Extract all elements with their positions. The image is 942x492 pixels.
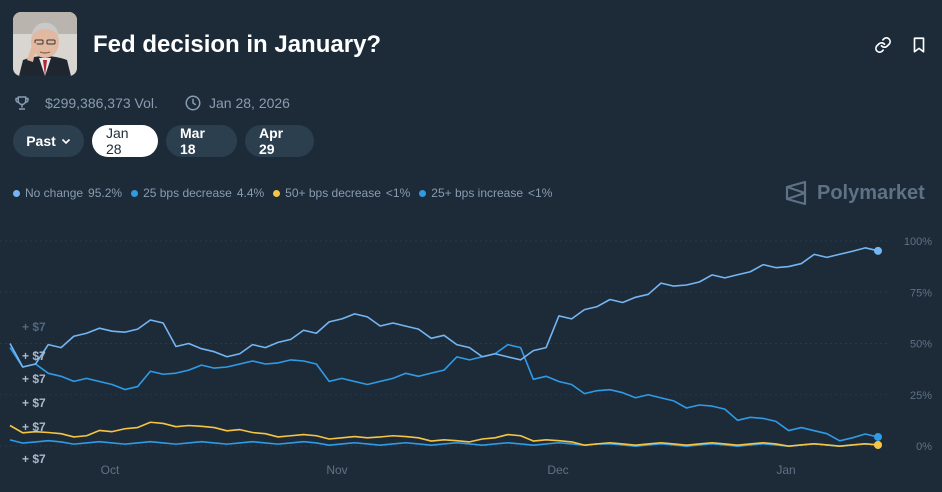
legend-item-50bps-decrease: 50+ bps decrease <1% bbox=[273, 186, 410, 200]
series-line bbox=[9, 421, 879, 447]
trade-activity-label: + $7 bbox=[22, 396, 46, 410]
tab-label: Mar 18 bbox=[180, 125, 205, 157]
volume-info: $299,386,373 Vol. bbox=[13, 94, 158, 112]
polymarket-logo-icon bbox=[784, 180, 808, 206]
series-end-marker bbox=[874, 246, 882, 255]
date-tabs: Past Jan 28 Mar 18 Apr 29 bbox=[13, 125, 314, 157]
legend-value: 95.2% bbox=[88, 186, 123, 200]
tab-jan-28[interactable]: Jan 28 bbox=[92, 125, 158, 157]
trade-activity-label: + $7 bbox=[22, 420, 46, 434]
legend-dot bbox=[13, 189, 20, 197]
legend-name: 25+ bps increase bbox=[431, 186, 524, 200]
legend-item-25bps-decrease: 25 bps decrease 4.4% bbox=[131, 186, 264, 200]
probability-chart[interactable]: 100%75%50%25%0% Oct Nov Dec Jan + $7+ $7+ $… bbox=[0, 228, 942, 492]
legend-dot bbox=[273, 189, 281, 197]
tab-past[interactable]: Past bbox=[13, 125, 84, 157]
y-tick-label: 75% bbox=[910, 287, 932, 299]
polymarket-brand: Polymarket bbox=[784, 180, 925, 206]
legend-dot bbox=[419, 189, 427, 197]
tab-apr-29[interactable]: Apr 29 bbox=[245, 125, 314, 157]
date-info: Jan 28, 2026 bbox=[184, 94, 290, 112]
legend-name: 25 bps decrease bbox=[143, 186, 232, 200]
x-tick-label: Dec bbox=[547, 463, 568, 477]
tab-mar-18[interactable]: Mar 18 bbox=[166, 125, 237, 157]
bookmark-icon[interactable] bbox=[910, 36, 928, 54]
legend-name: No change bbox=[25, 186, 84, 200]
y-axis-ticks: 100% 75% 50% 25% 0% bbox=[904, 236, 932, 453]
chart-series bbox=[9, 246, 882, 449]
brand-name: Polymarket bbox=[817, 181, 925, 204]
chart-legend: No change 95.2% 25 bps decrease 4.4% 50+… bbox=[13, 186, 552, 200]
y-tick-label: 0% bbox=[916, 441, 932, 453]
market-title: Fed decision in January? bbox=[93, 31, 382, 58]
date-text: Jan 28, 2026 bbox=[209, 95, 290, 111]
legend-value: <1% bbox=[385, 186, 411, 200]
trade-activity-label: + $7 bbox=[22, 349, 46, 363]
chevron-down-icon bbox=[61, 136, 71, 146]
series-line bbox=[9, 247, 879, 368]
y-tick-label: 50% bbox=[910, 339, 932, 351]
y-tick-label: 100% bbox=[904, 236, 932, 248]
legend-dot bbox=[131, 189, 139, 197]
x-axis-ticks: Oct Nov Dec Jan bbox=[101, 463, 796, 477]
market-avatar bbox=[13, 12, 77, 76]
tab-label: Jan 28 bbox=[106, 125, 129, 157]
trade-activity-label: + $7 bbox=[22, 320, 46, 334]
x-tick-label: Oct bbox=[101, 463, 120, 477]
legend-value: <1% bbox=[528, 186, 553, 200]
x-tick-label: Jan bbox=[776, 463, 795, 477]
trade-activity-labels: + $7 + $7 + $7 + $7 + $7 + $7 bbox=[22, 320, 46, 466]
legend-item-no-change: No change 95.2% bbox=[13, 186, 122, 200]
trophy-icon bbox=[13, 94, 31, 112]
trade-activity-label: + $7 bbox=[22, 452, 46, 466]
tab-label: Apr 29 bbox=[259, 125, 284, 157]
tab-label: Past bbox=[26, 133, 56, 149]
link-icon[interactable] bbox=[874, 36, 892, 54]
chart-grid bbox=[0, 240, 890, 447]
series-line bbox=[9, 439, 879, 447]
trade-activity-label: + $7 bbox=[22, 372, 46, 386]
x-tick-label: Nov bbox=[326, 463, 347, 477]
legend-name: 50+ bps decrease bbox=[285, 186, 381, 200]
y-tick-label: 25% bbox=[910, 390, 932, 402]
series-end-marker bbox=[874, 440, 882, 449]
legend-item-25bps-increase: 25+ bps increase <1% bbox=[419, 186, 552, 200]
legend-value: 4.4% bbox=[236, 186, 265, 200]
series-end-marker bbox=[874, 432, 882, 441]
clock-icon bbox=[184, 94, 202, 112]
volume-text: $299,386,373 Vol. bbox=[45, 95, 158, 111]
series-line bbox=[9, 343, 879, 442]
